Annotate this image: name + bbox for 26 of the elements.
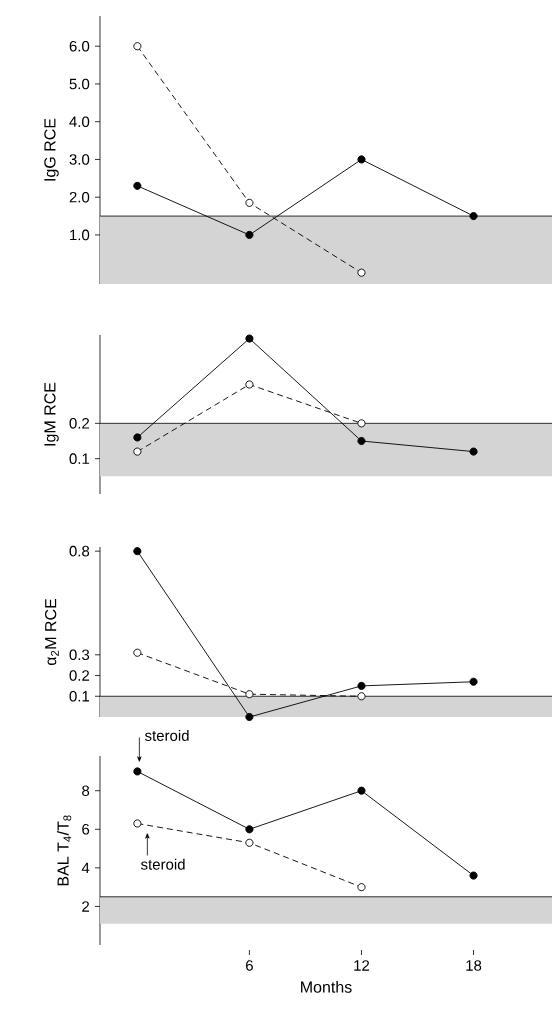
- y-tick-label: 6.0: [69, 40, 90, 52]
- y-tick-label: 0.1: [69, 690, 90, 702]
- y-tick-label: 8: [82, 785, 90, 797]
- y-tick-label: 0.1: [69, 453, 90, 464]
- y-tick-label: 2: [82, 901, 90, 912]
- y-tick-label: 0.8: [69, 545, 90, 557]
- y-axis-title: α$_{2}$M RCE: [44, 598, 59, 666]
- annotation: steroid: [144, 729, 189, 741]
- y-tick-label: 4.0: [69, 116, 90, 128]
- x-tick-label: 12: [354, 960, 370, 971]
- x-axis-title: Months: [301, 981, 352, 993]
- y-tick-label: 4: [81, 862, 90, 874]
- y-axis-title: IgM RCE: [44, 382, 59, 446]
- x-tick-label: 18: [466, 960, 482, 971]
- y-tick-label: 0.2: [69, 670, 90, 681]
- y-tick-label: 2.0: [69, 191, 90, 203]
- y-tick-label: 0.3: [69, 649, 90, 661]
- y-axis-title: BAL T$_{4}$/T$_{8}$: [56, 815, 72, 886]
- y-tick-label: 5.0: [69, 78, 90, 90]
- y-tick-label: 0.2: [69, 418, 90, 429]
- y-axis-title: IgG RCE: [44, 118, 59, 181]
- y-tick-label: 3.0: [69, 154, 90, 165]
- annotation: steroid: [140, 858, 185, 870]
- x-tick-label: 6: [246, 960, 253, 971]
- y-tick-label: 1.0: [70, 229, 90, 241]
- y-tick-label: 6: [82, 823, 90, 835]
